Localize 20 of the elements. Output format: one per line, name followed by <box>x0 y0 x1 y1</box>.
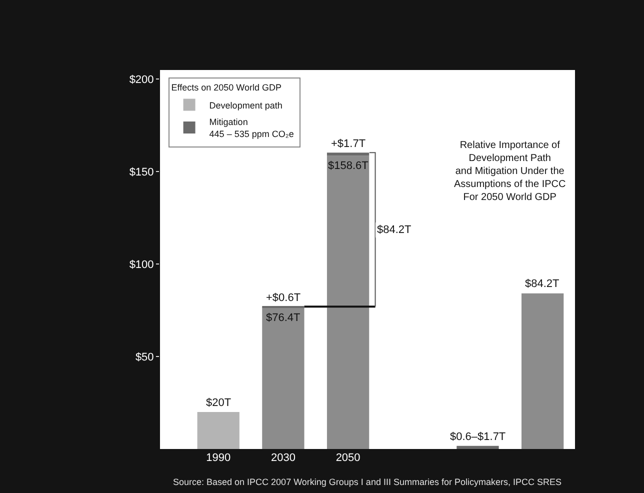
x-tick-label: 2050 <box>336 452 360 464</box>
data-label: $158.6T <box>328 160 369 172</box>
x-tick-label: 1990 <box>206 452 231 464</box>
y-tick-label: $150 <box>129 166 154 179</box>
data-label: $20T <box>206 397 232 409</box>
data-label: $0.6–$1.7T <box>450 431 506 443</box>
x-tick-label: 2030 <box>270 452 296 464</box>
annotation: $84.2T <box>377 224 412 236</box>
legend-label: Development path <box>209 100 282 110</box>
legend-label: Mitigation 445 – 535 ppm CO₂e <box>209 117 294 139</box>
y-tick-label: $200 <box>129 74 154 86</box>
annotation: Relative Importance of Development Path and Mitigation Under the Assumptions of the IPCC For 2050 World GDP <box>454 140 566 203</box>
data-label: $84.2T <box>525 278 560 290</box>
data-label: +$1.7T <box>331 138 366 150</box>
data-label: +$0.6T <box>266 292 301 304</box>
y-tick-label: $100 <box>129 258 154 271</box>
data-label: $76.4T <box>266 312 301 324</box>
source-note: Source: Based on IPCC 2007 Working Groups I and III Summaries for Policymakers, IPCC SRES <box>173 477 562 487</box>
y-tick-label: $50 <box>135 351 154 364</box>
legend-title: Effects on 2050 World GDP <box>171 82 282 92</box>
